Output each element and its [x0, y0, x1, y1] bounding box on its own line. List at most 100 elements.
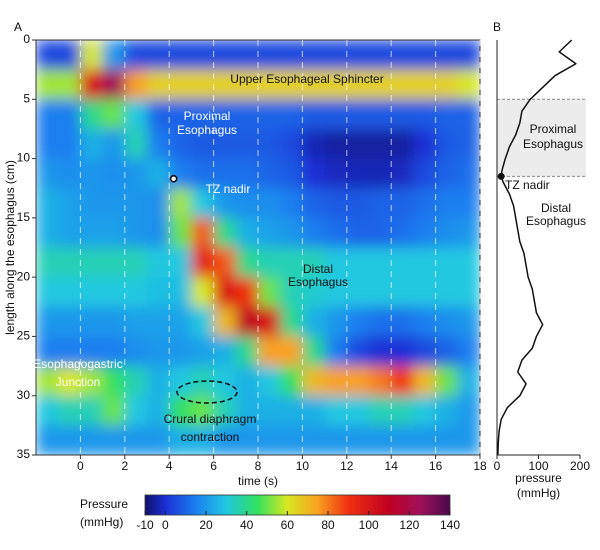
heatmap-cell	[80, 336, 104, 367]
colorbar-tick-label: 120	[399, 518, 419, 532]
heatmap-cell	[235, 99, 259, 130]
heatmap-cell	[102, 69, 126, 100]
heatmap-cell	[124, 217, 148, 248]
annotation: Distal	[303, 262, 333, 276]
heatmap-cell	[213, 247, 237, 278]
heatmap-cell	[80, 158, 104, 189]
heatmap-cell	[413, 217, 437, 248]
heatmap-cell	[169, 336, 192, 367]
heatmap-cell	[280, 158, 303, 189]
heatmap-cell	[102, 128, 126, 160]
annotation: Junction	[56, 375, 101, 389]
heatmap-cell	[124, 40, 148, 71]
heatmap-cell	[435, 99, 459, 130]
heatmap-cell	[235, 217, 259, 248]
heatmap-cell	[191, 128, 215, 160]
heatmap-cell	[58, 395, 81, 426]
heatmap-cell	[235, 425, 259, 455]
heatmap-cell	[102, 395, 126, 426]
annotation: Esophagus	[177, 123, 237, 137]
heatmap-cell	[435, 247, 459, 278]
heatmap-cell	[213, 40, 237, 71]
heatmap-cell	[391, 277, 414, 308]
heatmap-cell	[58, 99, 81, 130]
x-tick-label: 4	[166, 459, 173, 473]
heatmap-cell	[346, 128, 370, 160]
heatmap-cell	[58, 128, 81, 160]
heatmap-cell	[346, 217, 370, 248]
heatmap-cell	[191, 158, 215, 189]
heatmap-cell	[36, 425, 59, 455]
colorbar-tick-label: 140	[440, 518, 460, 532]
heatmap-cell	[369, 336, 392, 367]
heatmap-cell	[80, 277, 104, 308]
panel-label: B	[493, 20, 501, 34]
heatmap-cell	[102, 217, 126, 248]
heatmap-cell	[147, 306, 170, 337]
heatmap-cell	[280, 306, 303, 337]
heatmap-cell	[102, 40, 126, 71]
heatmap-cell	[235, 188, 259, 219]
heatmap-cells	[36, 40, 480, 455]
heatmap-cell	[324, 247, 348, 278]
heatmap-cell	[346, 336, 370, 367]
heatmap-cell	[102, 425, 126, 455]
heatmap-cell	[435, 158, 459, 189]
heatmap-cell	[213, 158, 237, 189]
x-tick-label: 2	[121, 459, 128, 473]
proximal-region	[497, 99, 586, 177]
heatmap-cell	[258, 99, 281, 130]
heatmap-cell	[457, 306, 480, 337]
heatmap-cell	[213, 128, 237, 160]
x-tick-label: 8	[255, 459, 262, 473]
heatmap-cell	[369, 277, 392, 308]
heatmap-cell	[302, 99, 326, 130]
heatmap-cell	[147, 425, 170, 455]
heatmap-cell	[391, 336, 414, 367]
x-axis-title: time (s)	[238, 474, 278, 488]
heatmap-cell	[36, 336, 59, 367]
heatmap-cell	[80, 395, 104, 426]
heatmap-cell	[258, 158, 281, 189]
heatmap-cell	[346, 247, 370, 278]
heatmap-cell	[102, 247, 126, 278]
heatmap-cell	[169, 217, 192, 248]
heatmap-cell	[280, 128, 303, 160]
colorbar-tick-label: 40	[240, 518, 254, 532]
heatmap-cell	[280, 99, 303, 130]
heatmap-cell	[324, 306, 348, 337]
heatmap-cell	[346, 40, 370, 71]
heatmap-cell	[58, 247, 81, 278]
heatmap-cell	[169, 395, 192, 426]
heatmap-cell	[324, 336, 348, 367]
heatmap-cell	[302, 188, 326, 219]
heatmap-cell	[147, 128, 170, 160]
heatmap-cell	[369, 99, 392, 130]
heatmap-cell	[391, 158, 414, 189]
heatmap-cell	[346, 99, 370, 130]
heatmap-cell	[435, 395, 459, 426]
heatmap-cell	[169, 366, 192, 397]
heatmap-cell	[369, 128, 392, 160]
heatmap-cell	[36, 217, 59, 248]
heatmap-cell	[191, 40, 215, 71]
heatmap-cell	[36, 128, 59, 160]
heatmap-cell	[235, 158, 259, 189]
heatmap-cell	[124, 395, 148, 426]
x-tick-label: 6	[210, 459, 217, 473]
heatmap-cell	[280, 247, 303, 278]
heatmap-cell	[324, 128, 348, 160]
heatmap-cell	[258, 306, 281, 337]
heatmap-cell	[413, 336, 437, 367]
heatmap-cell	[213, 99, 237, 130]
heatmap-cell	[58, 277, 81, 308]
heatmap-cell	[280, 336, 303, 367]
heatmap-cell	[280, 69, 303, 100]
heatmap-cell	[147, 99, 170, 130]
heatmap-cell	[391, 247, 414, 278]
heatmap-cell	[346, 425, 370, 455]
y-tick-label: 15	[17, 210, 31, 224]
tz-nadir-point	[169, 174, 178, 183]
x-axis-title: (mmHg)	[517, 486, 560, 500]
heatmap-cell	[391, 188, 414, 219]
